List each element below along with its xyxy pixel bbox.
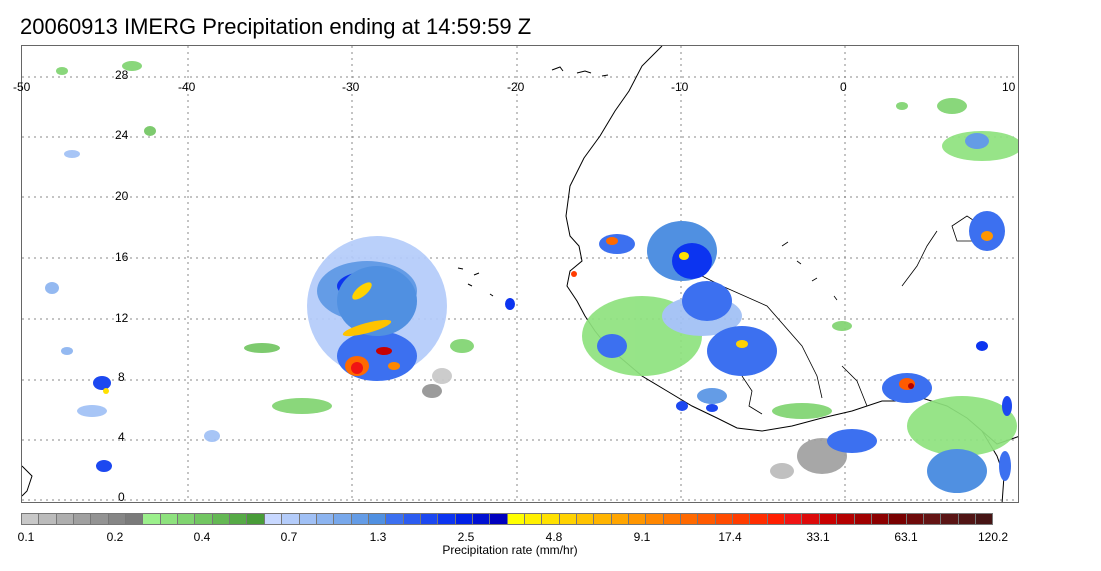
inland-water-1 [901, 230, 938, 287]
lake-victoria-edge [22, 465, 33, 497]
colorbar-tick-label: 2.5 [457, 530, 475, 544]
lat-label-4: 4 [118, 430, 125, 444]
colorbar-swatch [524, 514, 543, 524]
colorbar-swatch [22, 514, 40, 524]
colorbar-swatch [507, 514, 525, 524]
colorbar-swatch [386, 514, 404, 524]
lat-label-28: 28 [115, 68, 129, 82]
colorbar-swatch [108, 514, 127, 524]
colorbar-swatch [733, 514, 751, 524]
colorbar-swatch [819, 514, 838, 524]
lat-label-0: 0 [118, 490, 125, 504]
colorbar-swatch [91, 514, 109, 524]
colorbar-swatch [889, 514, 907, 524]
lat-label-24: 24 [115, 128, 129, 142]
precip-heavy [103, 231, 993, 394]
lat-label-20: 20 [115, 189, 129, 203]
colorbar-swatch [455, 514, 473, 524]
colorbar-swatch [715, 514, 734, 524]
lat-label-16: 16 [115, 250, 129, 264]
lon-label-20w: -20 [507, 80, 525, 94]
colorbar-swatch [646, 514, 664, 524]
colorbar-tick-label: 120.2 [977, 530, 1009, 544]
colorbar-tick-label: 0.1 [17, 530, 35, 544]
colorbar-tick-label: 0.7 [280, 530, 298, 544]
colorbar-swatch [74, 514, 92, 524]
colorbar-swatch [906, 514, 924, 524]
colorbar-swatch [178, 514, 196, 524]
lon-label-30w: -30 [342, 80, 360, 94]
colorbar-swatch [559, 514, 577, 524]
colorbar-swatch [195, 514, 213, 524]
precipitation-colorbar [21, 513, 993, 525]
inland-water-3 [781, 241, 838, 301]
colorbar-tick-label: 33.1 [806, 530, 830, 544]
colorbar-tick-label: 4.8 [545, 530, 563, 544]
colorbar-tick-label: 17.4 [718, 530, 742, 544]
colorbar-swatch [490, 514, 508, 524]
colorbar-swatch [698, 514, 716, 524]
cape-verde-islands [457, 267, 513, 304]
colorbar-swatch [923, 514, 942, 524]
colorbar-tick-label: 9.1 [633, 530, 651, 544]
colorbar-swatch [577, 514, 595, 524]
colorbar-swatch [975, 514, 993, 524]
map-canvas [22, 46, 1018, 502]
colorbar-swatch [594, 514, 612, 524]
lat-label-12: 12 [115, 311, 129, 325]
colorbar-swatch [854, 514, 872, 524]
colorbar-swatch [629, 514, 647, 524]
colorbar-swatch [282, 514, 300, 524]
colorbar-swatch [56, 514, 75, 524]
colorbar-swatch [126, 514, 144, 524]
colorbar-swatch [420, 514, 439, 524]
precipitation-map [21, 45, 1019, 503]
colorbar-swatch [247, 514, 265, 524]
colorbar-swatch [143, 514, 161, 524]
lake-volta [741, 375, 763, 415]
colorbar-swatch [334, 514, 352, 524]
canary-islands [551, 66, 609, 77]
colorbar-swatch [871, 514, 890, 524]
colorbar-tick-label: 1.3 [369, 530, 387, 544]
lon-label-0: 0 [840, 80, 847, 94]
colorbar-tick-label: 0.2 [106, 530, 124, 544]
colorbar-swatch [403, 514, 421, 524]
colorbar-swatch [750, 514, 768, 524]
colorbar-swatch [785, 514, 803, 524]
lon-label-50w: -50 [13, 80, 31, 94]
lon-label-10e: 10 [1002, 80, 1016, 94]
colorbar-swatch [472, 514, 491, 524]
colorbar-swatch [316, 514, 335, 524]
colorbar-swatch [160, 514, 179, 524]
colorbar-tick-label: 0.4 [193, 530, 211, 544]
lon-label-10w: -10 [671, 80, 689, 94]
colorbar-swatch [230, 514, 248, 524]
colorbar-swatch [542, 514, 560, 524]
colorbar-units-label: Precipitation rate (mm/hr) [442, 543, 578, 557]
colorbar-swatch [212, 514, 231, 524]
colorbar-tick-label: 63.1 [894, 530, 918, 544]
colorbar-swatch [299, 514, 317, 524]
colorbar-swatch [837, 514, 855, 524]
colorbar-swatch [681, 514, 699, 524]
colorbar-swatch [368, 514, 387, 524]
lat-label-8: 8 [118, 370, 125, 384]
colorbar-swatch [802, 514, 820, 524]
lon-label-40w: -40 [178, 80, 196, 94]
colorbar-swatch [438, 514, 456, 524]
precip-light [45, 61, 1018, 479]
colorbar-swatch [264, 514, 283, 524]
colorbar-swatch [611, 514, 630, 524]
colorbar-swatch [663, 514, 682, 524]
colorbar-swatch [941, 514, 959, 524]
colorbar-swatch [958, 514, 976, 524]
map-title: 20060913 IMERG Precipitation ending at 1… [20, 14, 532, 39]
inland-water-2 [841, 365, 868, 407]
colorbar-swatch [767, 514, 786, 524]
precip-moderate [93, 133, 1012, 493]
colorbar-swatch [351, 514, 369, 524]
colorbar-swatch [39, 514, 57, 524]
